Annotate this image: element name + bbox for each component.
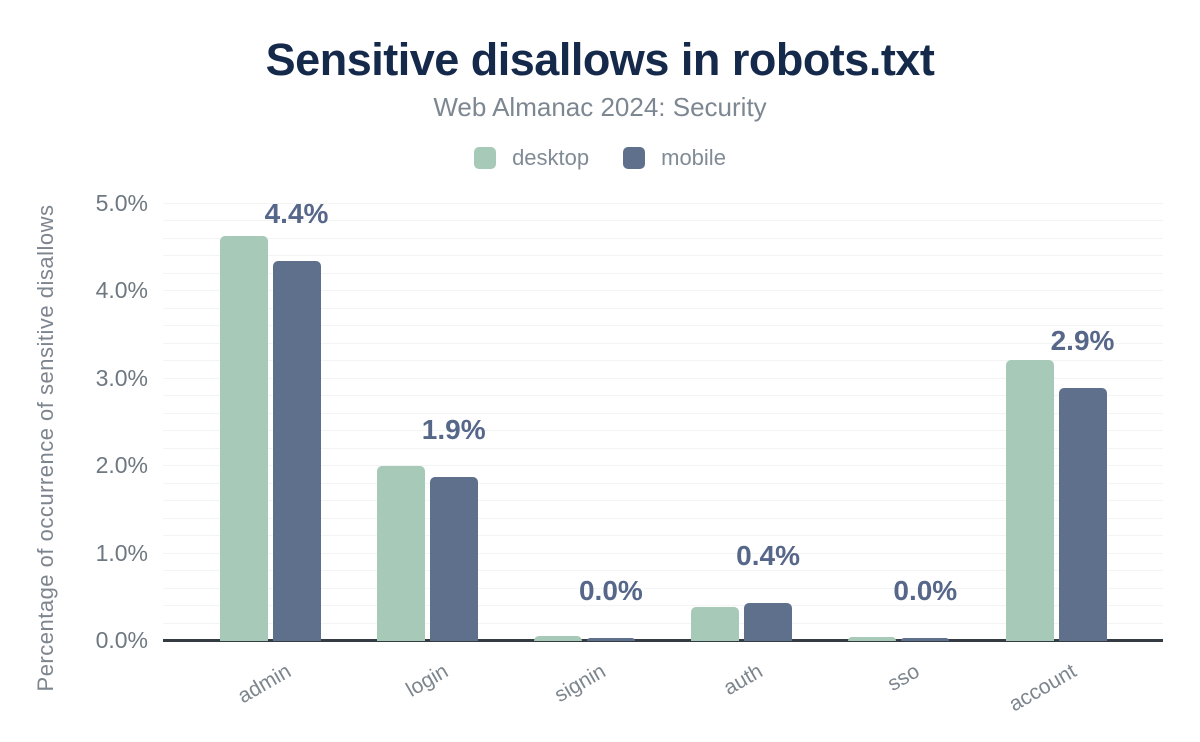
gridline	[163, 552, 1163, 554]
bar-mobile-login	[429, 476, 478, 641]
x-tick-label: signin	[550, 659, 610, 707]
x-tick-label: sso	[883, 659, 924, 696]
gridline	[163, 500, 1163, 502]
legend-item-mobile: mobile	[623, 145, 726, 171]
bar-desktop-account	[1005, 360, 1054, 641]
gridline	[163, 325, 1163, 327]
legend: desktop mobile	[0, 145, 1200, 171]
x-tick-label: admin	[233, 659, 295, 709]
y-tick-label: 5.0%	[95, 190, 148, 216]
gridline	[163, 290, 1163, 292]
legend-label-mobile: mobile	[661, 145, 726, 170]
bar-mobile-sso	[901, 637, 950, 641]
gridline	[163, 377, 1163, 379]
value-label-admin: 4.4%	[264, 197, 329, 229]
bar-mobile-account	[1058, 388, 1107, 641]
gridline	[163, 307, 1163, 309]
x-axis-line	[163, 639, 1163, 642]
gridline	[163, 430, 1163, 432]
x-tick-label: auth	[719, 659, 767, 700]
gridline	[163, 237, 1163, 239]
gridline	[163, 570, 1163, 572]
x-tick-label: login	[402, 659, 452, 702]
gridline	[163, 203, 1163, 204]
bar-desktop-auth	[691, 606, 740, 641]
bar-mobile-auth	[744, 602, 793, 641]
y-tick-label: 2.0%	[95, 452, 148, 479]
gridline	[163, 255, 1163, 257]
y-axis-title: Percentage of occurrence of sensitive di…	[33, 204, 58, 692]
legend-label-desktop: desktop	[512, 145, 590, 170]
y-tick-label: 0.0%	[95, 627, 148, 653]
gridline	[163, 360, 1163, 362]
value-label-auth: 0.4%	[736, 539, 801, 571]
mobile-swatch-icon	[623, 147, 646, 169]
gridline	[163, 587, 1163, 589]
value-label-signin: 0.0%	[578, 574, 643, 606]
gridline	[163, 272, 1163, 274]
plot-area: 0.0% 1.0% 2.0% 3.0% 4.0% 5.0% 4.4% admin 1.9% log…	[96, 192, 1163, 716]
chart-subtitle: Web Almanac 2024: Security	[433, 92, 767, 122]
gridline	[163, 517, 1163, 519]
gridline	[163, 342, 1163, 344]
chart-title: Sensitive disallows in robots.txt	[265, 34, 935, 85]
gridline	[163, 447, 1163, 449]
bar-desktop-signin	[533, 635, 582, 641]
bar-desktop-sso	[848, 636, 897, 641]
value-label-sso: 0.0%	[893, 574, 958, 606]
bar-mobile-admin	[272, 260, 321, 641]
gridline	[163, 482, 1163, 484]
bar-desktop-admin	[219, 236, 268, 641]
y-tick-label: 1.0%	[95, 539, 148, 566]
value-label-login: 1.9%	[421, 413, 486, 445]
bar-desktop-login	[376, 466, 425, 641]
gridline	[163, 395, 1163, 397]
gridline	[163, 465, 1163, 467]
y-tick-label: 4.0%	[95, 277, 148, 304]
x-tick-label: account	[1005, 659, 1081, 717]
bar-mobile-signin	[586, 637, 635, 641]
gridline	[163, 622, 1163, 624]
value-label-account: 2.9%	[1050, 325, 1115, 357]
legend-item-desktop: desktop	[474, 145, 589, 171]
y-tick-label: 3.0%	[95, 364, 148, 391]
gridline	[163, 605, 1163, 607]
desktop-swatch-icon	[474, 147, 497, 169]
gridline	[163, 535, 1163, 537]
gridline	[163, 412, 1163, 414]
gridline	[163, 220, 1163, 222]
